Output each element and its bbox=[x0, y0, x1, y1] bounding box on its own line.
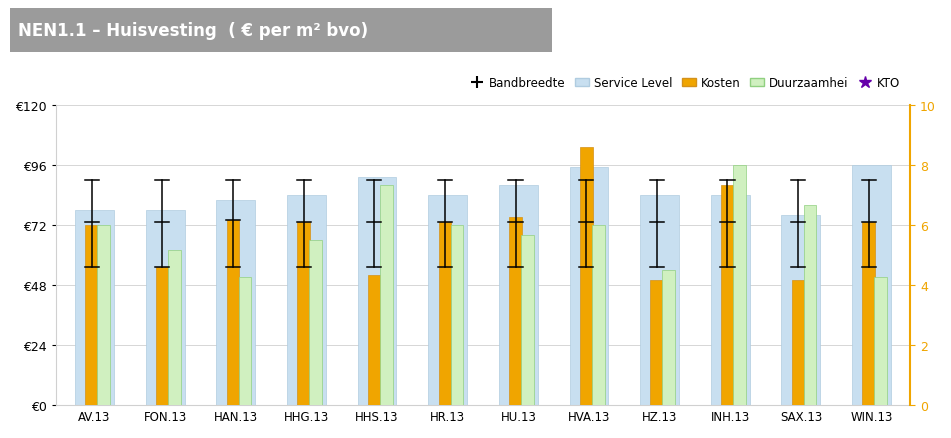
Bar bbox=[168, 251, 181, 405]
Bar bbox=[733, 166, 746, 405]
Bar bbox=[146, 210, 184, 405]
Bar bbox=[509, 218, 522, 405]
Bar bbox=[438, 223, 451, 405]
Bar bbox=[804, 205, 817, 405]
Bar bbox=[86, 226, 98, 405]
Bar bbox=[428, 195, 467, 405]
Bar bbox=[650, 280, 663, 405]
Bar bbox=[710, 195, 749, 405]
Bar bbox=[368, 276, 380, 405]
Bar bbox=[309, 240, 322, 405]
Bar bbox=[640, 195, 679, 405]
Bar bbox=[75, 210, 114, 405]
Bar bbox=[358, 178, 397, 405]
Bar bbox=[239, 278, 251, 405]
Bar bbox=[97, 226, 110, 405]
Bar bbox=[451, 226, 463, 405]
Bar bbox=[217, 201, 255, 405]
Bar bbox=[592, 226, 605, 405]
Bar bbox=[874, 278, 887, 405]
Bar bbox=[852, 166, 891, 405]
Bar bbox=[226, 220, 240, 405]
Bar bbox=[298, 223, 310, 405]
Text: NEN1.1 – Huisvesting  ( € per m² bvo): NEN1.1 – Huisvesting ( € per m² bvo) bbox=[18, 21, 368, 40]
Bar bbox=[721, 185, 734, 405]
Bar bbox=[287, 195, 326, 405]
Bar bbox=[379, 185, 393, 405]
Bar bbox=[580, 148, 592, 405]
Bar bbox=[663, 270, 675, 405]
Bar bbox=[156, 268, 168, 405]
Bar bbox=[792, 280, 805, 405]
Bar bbox=[782, 215, 821, 405]
Bar bbox=[499, 185, 537, 405]
Bar bbox=[570, 168, 609, 405]
Bar bbox=[863, 223, 875, 405]
Bar bbox=[521, 235, 534, 405]
Legend: Bandbreedte, Service Level, Kosten, Duurzaamhei, KTO: Bandbreedte, Service Level, Kosten, Duur… bbox=[465, 72, 904, 95]
